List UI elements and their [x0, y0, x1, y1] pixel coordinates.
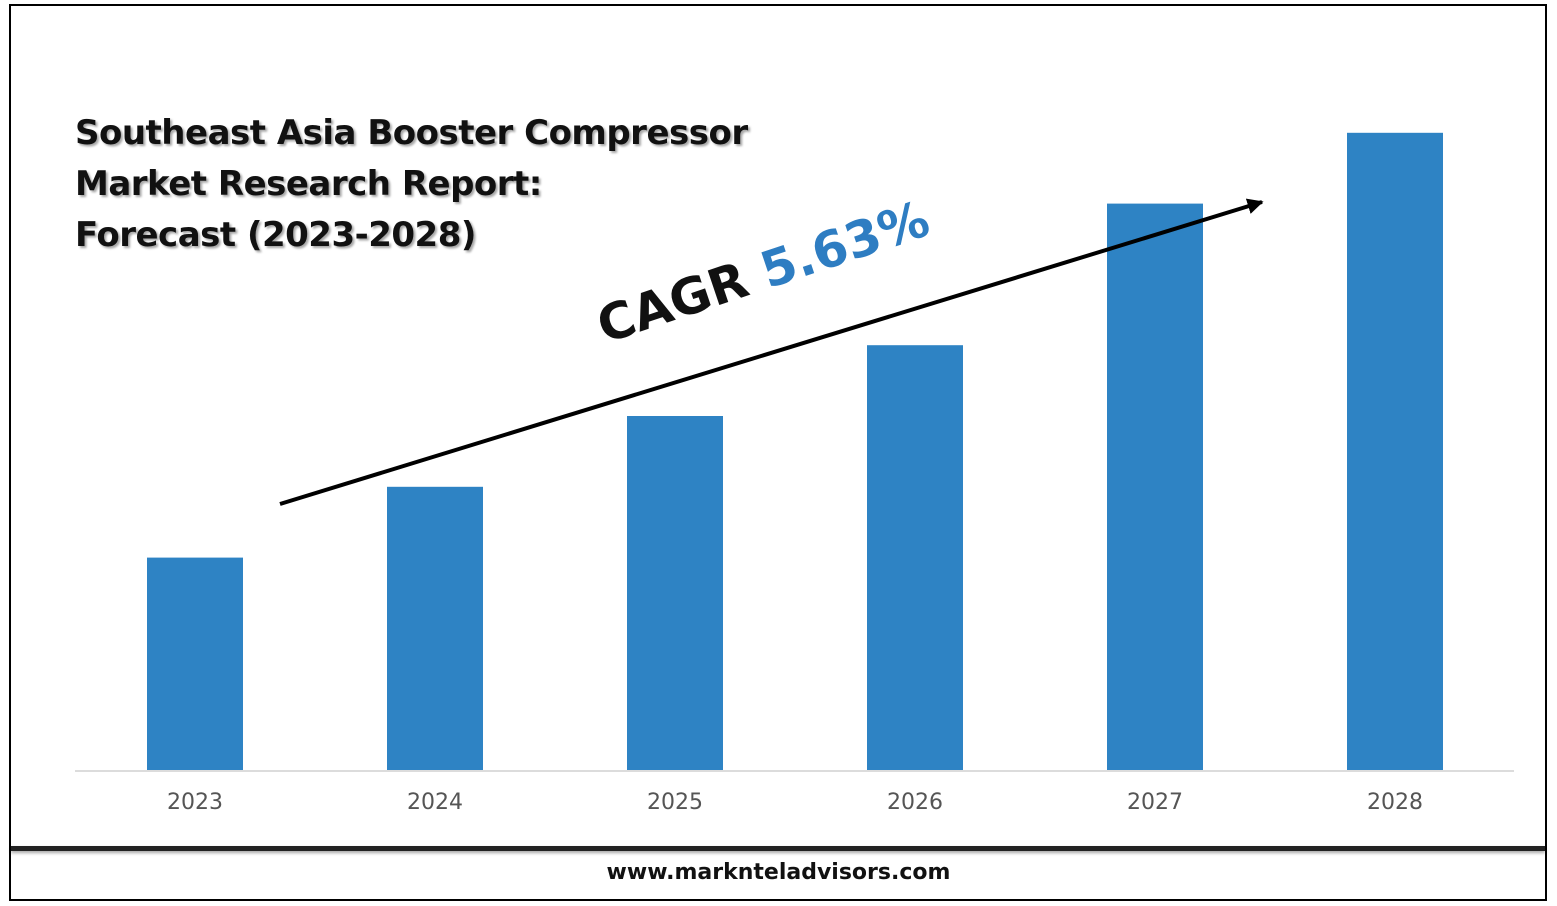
- chart-title-line-1: Southeast Asia Booster Compressor: [75, 113, 748, 153]
- x-tick-label-2028: 2028: [1367, 790, 1423, 815]
- bar-2024: [387, 486, 483, 770]
- trend-arrow: [279, 198, 1264, 506]
- bar-group: [147, 132, 1443, 771]
- x-tick-label-2023: 2023: [167, 790, 223, 815]
- bar-2023: [147, 557, 243, 770]
- chart-title: Southeast Asia Booster Compressor Market…: [75, 108, 748, 261]
- footer-url: www.marknteladvisors.com: [606, 860, 951, 885]
- chart-title-line-3: Forecast (2023-2028): [75, 215, 476, 255]
- x-tick-label-2026: 2026: [887, 790, 943, 815]
- x-tick-labels: 2023 2024 2025 2026 2027 2028: [167, 790, 1423, 815]
- x-tick-label-2027: 2027: [1127, 790, 1183, 815]
- bar-2025: [627, 416, 723, 770]
- bar-2026: [867, 345, 963, 770]
- x-tick-label-2024: 2024: [407, 790, 463, 815]
- footer-divider: [11, 846, 1545, 851]
- chart-title-line-2: Market Research Report:: [75, 164, 542, 204]
- bar-2027: [1107, 203, 1203, 771]
- chart-frame: [9, 4, 1547, 901]
- bar-2028: [1347, 132, 1443, 771]
- x-tick-label-2025: 2025: [647, 790, 703, 815]
